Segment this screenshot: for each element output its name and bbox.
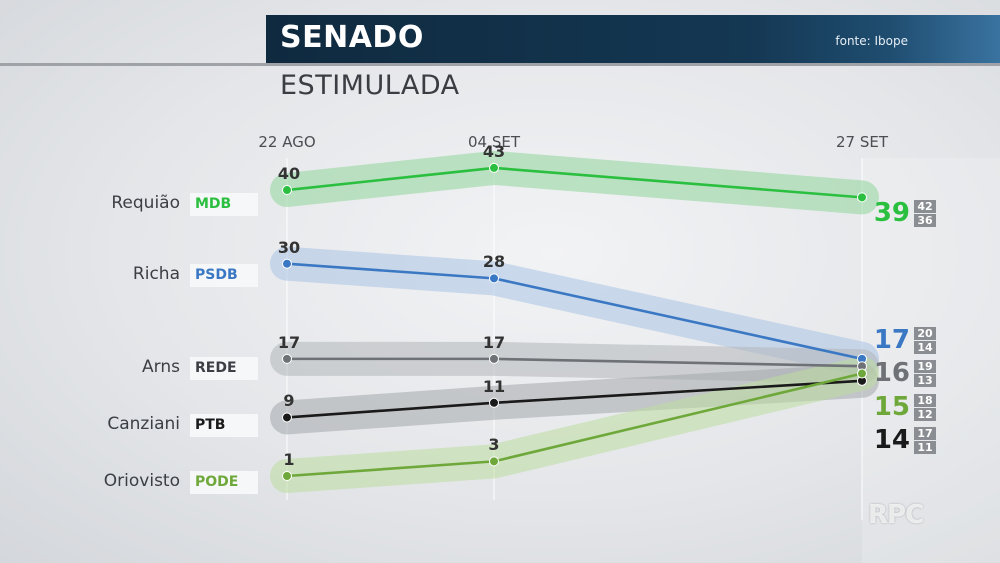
point-psdb-1	[489, 273, 499, 284]
point-rede-1	[489, 353, 499, 364]
point-ptb-0	[282, 412, 292, 423]
range-max: 18	[914, 394, 936, 407]
data-label: 17	[277, 332, 301, 352]
range-min: 13	[914, 374, 936, 387]
final-value-pode: 15 18 12	[873, 392, 936, 432]
party-tag: REDE	[190, 357, 258, 380]
data-label: 43	[482, 141, 506, 161]
final-value-mdb: 39 42 36	[873, 198, 936, 238]
final-value-number: 15	[873, 392, 910, 422]
chart-subtitle: ESTIMULADA	[280, 70, 460, 101]
data-label: 9	[283, 391, 295, 411]
header-bar: SENADO fonte: Ibope	[266, 15, 1000, 63]
data-label: 28	[482, 252, 506, 272]
rpc-logo: RPC	[868, 500, 924, 530]
candidate-name: Requião	[111, 193, 180, 213]
range-min: 11	[914, 441, 936, 454]
point-mdb-1	[489, 162, 499, 173]
header-title: SENADO	[280, 20, 424, 55]
data-label: 1	[283, 450, 295, 469]
point-ptb-1	[489, 397, 499, 408]
party-tag: PSDB	[190, 264, 258, 287]
party-tag: PTB	[190, 414, 258, 437]
final-value-number: 39	[873, 198, 910, 228]
source-label: fonte: Ibope	[835, 34, 908, 48]
range-min: 14	[914, 341, 936, 354]
data-label: 3	[488, 435, 500, 455]
final-value-psdb: 17 20 14	[873, 325, 936, 365]
point-pode-0	[282, 471, 292, 481]
range-max: 17	[914, 427, 936, 440]
final-value-ptb: 14 17 11	[873, 425, 936, 465]
party-tag: PODE	[190, 471, 258, 494]
range-min: 36	[914, 214, 936, 227]
point-rede-0	[282, 353, 292, 364]
data-label: 11	[482, 376, 506, 396]
data-label: 30	[277, 237, 301, 257]
data-label: 17	[482, 332, 506, 352]
point-pode-1	[489, 456, 499, 467]
final-value-number: 17	[873, 325, 910, 355]
date-label: 04 SET	[467, 133, 521, 151]
range-max: 20	[914, 327, 936, 340]
final-value-rede: 16 19 13	[873, 358, 936, 398]
party-tag: MDB	[190, 193, 258, 216]
header-divider	[0, 63, 1000, 66]
date-label: 22 AGO	[258, 133, 316, 151]
candidate-name: Arns	[142, 357, 180, 377]
final-value-number: 14	[873, 425, 910, 455]
point-pode-2	[857, 368, 867, 379]
range-max: 42	[914, 200, 936, 213]
range-min: 12	[914, 408, 936, 421]
band-mdb	[270, 150, 879, 215]
candidate-name: Canziani	[107, 414, 180, 434]
point-psdb-0	[282, 258, 292, 269]
candidate-name: Richa	[132, 264, 180, 284]
range-max: 19	[914, 360, 936, 373]
point-mdb-2	[857, 192, 867, 203]
date-label: 27 SET	[835, 133, 889, 151]
point-mdb-0	[282, 185, 292, 196]
data-label: 40	[277, 164, 301, 184]
candidate-name: Oriovisto	[103, 471, 180, 491]
final-value-number: 16	[873, 358, 910, 388]
